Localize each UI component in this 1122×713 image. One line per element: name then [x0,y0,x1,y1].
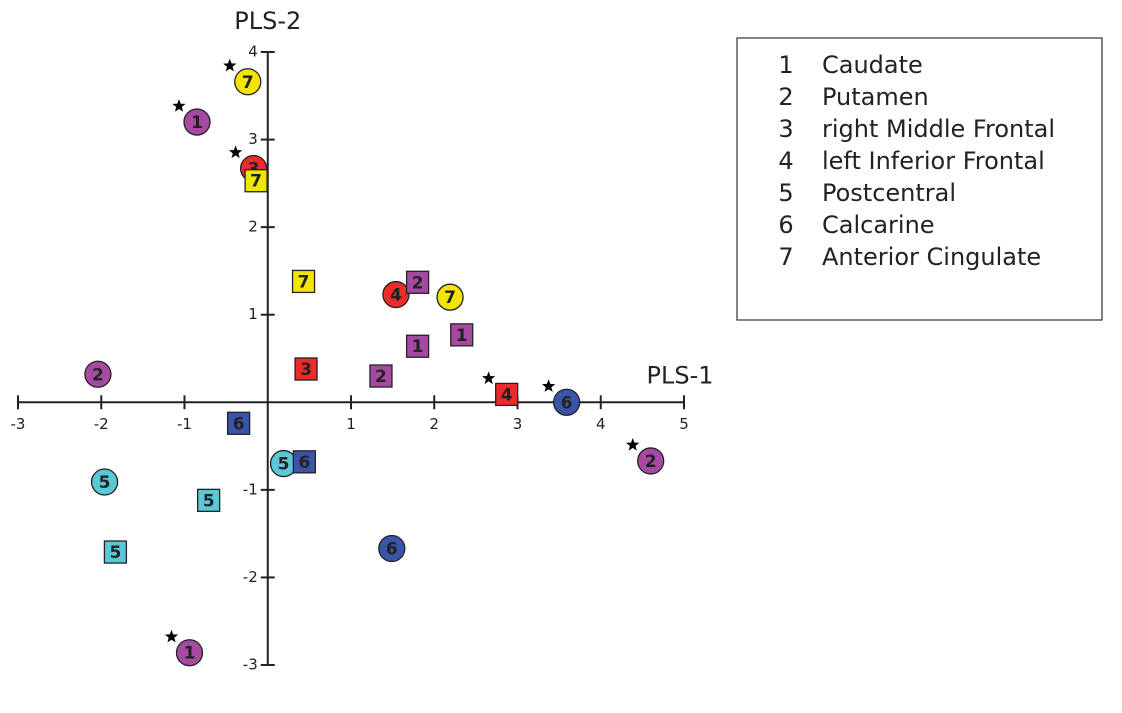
legend-name: Calcarine [822,211,935,239]
point-circle [90,468,119,496]
x-tick-label: 4 [596,415,606,433]
point-circle [378,534,406,563]
x-tick-label: 5 [679,415,689,433]
point-label: 5 [278,455,290,475]
legend-name: Postcentral [822,179,956,207]
star-marker [223,58,237,72]
point-label: 6 [561,393,573,413]
star-marker [164,629,179,643]
point-square [450,323,474,347]
legend-number: 3 [778,115,793,143]
point-label: 7 [242,73,254,93]
point-label: 1 [191,113,203,133]
legend-name: right Middle Frontal [822,115,1055,143]
y-axis-title: PLS-2 [234,7,301,35]
legend-number: 2 [778,83,793,111]
star-marker [482,371,496,385]
point-label: 7 [444,288,456,308]
legend-name: Putamen [822,83,929,111]
x-tick-label: 2 [429,415,439,433]
point-square [226,411,251,435]
point-label: 2 [92,365,104,385]
point-square [405,334,430,358]
legend-number: 4 [778,147,793,175]
legend-number: 7 [778,243,793,271]
point-circle [175,639,204,667]
point-circle [382,280,410,309]
point-square [196,488,221,513]
point-square [294,357,318,381]
point-square [291,269,316,294]
point-label: 1 [184,644,196,664]
legend-number: 5 [778,179,793,207]
legend-number: 1 [778,51,793,79]
point-label: 4 [501,385,513,405]
point-square [369,364,393,388]
y-tick-label: 3 [248,130,258,148]
point-circle [234,68,262,96]
star-marker [542,379,556,392]
legend-name: left Inferior Frontal [822,147,1045,175]
legend-name: Caudate [822,51,923,79]
y-tick-label: -3 [243,656,258,674]
point-square [495,382,519,407]
point-label: 1 [456,326,468,346]
legend-number: 6 [778,211,793,239]
legend-box [736,37,1103,321]
y-tick-label: 1 [248,305,258,323]
point-label: 7 [298,272,310,292]
point-label: 7 [250,172,262,192]
point-circle [183,108,211,136]
point-label: 6 [298,453,310,473]
point-label: 6 [386,540,398,560]
point-label: 6 [233,414,245,434]
y-tick-label: 4 [248,43,258,61]
point-label: 1 [412,337,424,357]
point-circle [436,283,464,311]
point-label: 2 [375,367,387,387]
point-label: 2 [412,273,424,293]
point-label: 2 [645,452,657,472]
point-circle [637,447,665,475]
x-tick-label: -3 [11,415,26,433]
point-label: 4 [390,286,402,306]
point-circle [84,360,112,388]
point-square [292,450,317,474]
point-label: 3 [300,360,312,380]
point-circle [552,388,581,416]
star-marker [172,99,186,112]
y-tick-label: -2 [243,568,258,586]
point-label: 5 [99,473,111,493]
x-tick-label: 3 [513,415,523,433]
star-marker [228,145,243,159]
x-tick-label: -1 [177,415,192,433]
legend-name: Anterior Cingulate [822,243,1041,271]
x-tick-label: -2 [94,415,109,433]
x-axis-title: PLS-1 [646,361,713,389]
x-tick-label: 1 [346,415,356,433]
point-label: 5 [109,543,121,563]
point-label: 5 [203,491,215,511]
y-tick-label: 2 [248,218,258,236]
y-tick-label: -1 [243,480,258,498]
star-marker [626,438,640,451]
point-square [244,169,268,193]
point-square [405,270,430,294]
point-square [103,540,128,564]
